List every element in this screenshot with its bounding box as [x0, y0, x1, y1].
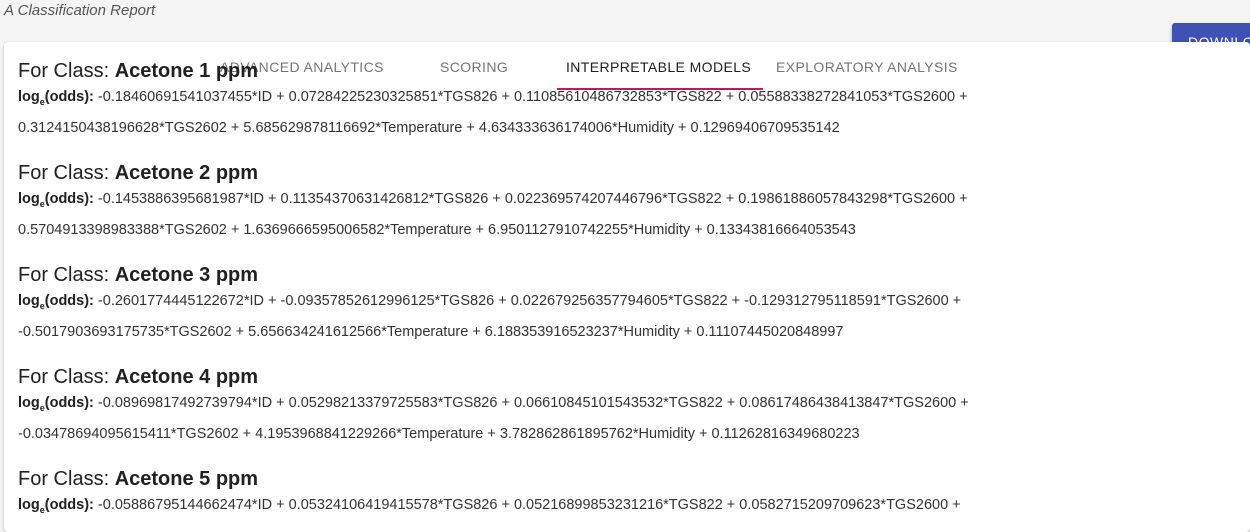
class-heading: For Class: Acetone 2 ppm [18, 162, 259, 184]
class-name: Acetone 1 ppm [114, 60, 259, 82]
tab-scoring[interactable]: SCORING [440, 59, 509, 75]
class-equation: loge(odds): -0.08969817492739794*ID + 0.… [18, 395, 969, 442]
class-equation: loge(odds): -0.05886795144662474*ID + 0.… [18, 497, 961, 515]
report-card: ADVANCED ANALYTICS SCORING INTERPRETABLE… [4, 42, 1250, 532]
class-equation: loge(odds): -0.2601774445122672*ID + -0.… [18, 293, 962, 340]
class-name: Acetone 3 ppm [114, 264, 259, 286]
tab-bar: ADVANCED ANALYTICS SCORING INTERPRETABLE… [4, 42, 1250, 92]
class-heading: For Class: Acetone 3 ppm [18, 264, 259, 286]
class-heading: For Class: Acetone 5 ppm [18, 468, 259, 490]
class-section: For Class: Acetone 3 ppm loge(odds): -0.… [18, 262, 1238, 345]
tab-exploratory-analysis[interactable]: EXPLORATORY ANALYSIS [776, 59, 958, 75]
class-name: Acetone 2 ppm [114, 162, 259, 184]
log-odds-label: loge(odds): [18, 89, 94, 107]
class-equation: loge(odds): -0.1453886395681987*ID + 0.1… [18, 191, 968, 238]
class-section: For Class: Acetone 2 ppm loge(odds): -0.… [18, 160, 1238, 243]
report-title: A Classification Report [4, 2, 156, 19]
log-odds-label: loge(odds): [18, 191, 94, 209]
class-name: Acetone 4 ppm [114, 366, 259, 388]
log-odds-label: loge(odds): [18, 293, 94, 311]
active-tab-indicator [557, 88, 763, 90]
class-heading: For Class: Acetone 1 ppm [18, 60, 259, 82]
class-name: Acetone 5 ppm [114, 468, 259, 490]
class-equation: loge(odds): -0.18460691541037455*ID + 0.… [18, 89, 968, 136]
log-odds-label: loge(odds): [18, 395, 94, 413]
tab-interpretable-models[interactable]: INTERPRETABLE MODELS [566, 59, 752, 75]
class-section: For Class: Acetone 5 ppm loge(odds): -0.… [18, 466, 1238, 523]
class-heading: For Class: Acetone 4 ppm [18, 366, 259, 388]
class-section: For Class: Acetone 4 ppm loge(odds): -0.… [18, 364, 1238, 447]
tab-advanced-analytics[interactable]: ADVANCED ANALYTICS [220, 59, 384, 75]
log-odds-label: loge(odds): [18, 497, 94, 515]
class-section: For Class: Acetone 1 ppm loge(odds): -0.… [18, 58, 1238, 141]
